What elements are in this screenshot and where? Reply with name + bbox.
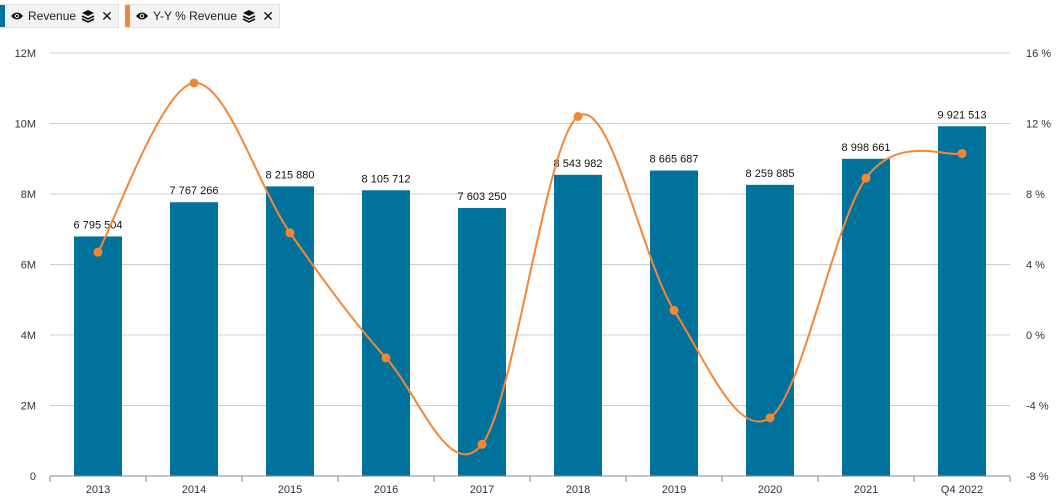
y-left-tick-label: 12M bbox=[15, 48, 36, 60]
y-left-tick-label: 4M bbox=[21, 330, 36, 342]
y-right-tick-label: -4 % bbox=[1026, 401, 1049, 413]
bar-value-label: 8 259 885 bbox=[746, 168, 795, 180]
revenue-bar bbox=[554, 174, 602, 476]
bar-value-label: 7 603 250 bbox=[458, 191, 507, 203]
y-left-tick-label: 10M bbox=[15, 119, 36, 131]
close-icon[interactable]: ✕ bbox=[101, 7, 113, 24]
layers-icon[interactable] bbox=[241, 8, 257, 24]
y-left-tick-label: 8M bbox=[21, 189, 36, 201]
yy-revenue-point bbox=[381, 353, 391, 363]
yy-revenue-point bbox=[189, 78, 199, 88]
bar-value-label: 9 921 513 bbox=[938, 109, 987, 121]
revenue-color-swatch bbox=[0, 5, 5, 27]
y-left-tick-label: 6M bbox=[21, 260, 36, 272]
y-right-tick-label: -8 % bbox=[1026, 471, 1049, 483]
revenue-bar bbox=[458, 207, 506, 476]
legend-item-yy-revenue[interactable]: Y-Y % Revenue ✕ bbox=[125, 4, 281, 28]
x-tick-label: 2014 bbox=[182, 484, 206, 496]
revenue-bar bbox=[170, 202, 218, 477]
revenue-bar bbox=[842, 158, 890, 477]
y-left-tick-label: 0 bbox=[30, 471, 36, 483]
y-right-tick-label: 8 % bbox=[1026, 189, 1045, 201]
y-axis-left: 0 2M 4M 6M 8M 10M 12M bbox=[15, 48, 36, 483]
x-tick-label: 2015 bbox=[278, 484, 302, 496]
legend: Revenue ✕ Y-Y % Revenue ✕ bbox=[0, 4, 281, 28]
yy-revenue-point bbox=[669, 305, 679, 315]
yy-revenue-line-path bbox=[97, 81, 963, 456]
x-tick-label: Q4 2022 bbox=[941, 484, 983, 496]
bar-value-label: 8 665 687 bbox=[650, 154, 699, 166]
revenue-bar bbox=[74, 236, 122, 476]
revenue-bar bbox=[362, 190, 410, 476]
x-tick-label: 2017 bbox=[470, 484, 494, 496]
eye-icon[interactable] bbox=[134, 8, 150, 24]
legend-item-revenue[interactable]: Revenue ✕ bbox=[0, 4, 120, 28]
y-axis-right: -8 % -4 % 0 % 4 % 8 % 12 % 16 % bbox=[1026, 48, 1051, 483]
x-tick-label: 2016 bbox=[374, 484, 398, 496]
legend-label-revenue: Revenue bbox=[28, 9, 77, 23]
y-right-tick-label: 12 % bbox=[1026, 119, 1051, 131]
bar-value-label: 8 215 880 bbox=[266, 169, 315, 181]
x-tick-label: 2013 bbox=[86, 484, 110, 496]
bar-value-label: 8 543 982 bbox=[554, 158, 603, 170]
yy-revenue-point bbox=[93, 247, 103, 257]
x-axis: 2013 2014 2015 2016 2017 2018 2019 2020 2021 Q4 2… bbox=[49, 475, 1011, 496]
yy-revenue-line bbox=[93, 78, 967, 456]
y-left-tick-label: 2M bbox=[21, 401, 36, 413]
bar-value-labels: 6 795 504 7 767 266 8 215 880 8 105 712 7 60… bbox=[74, 109, 987, 231]
revenue-bar bbox=[650, 170, 698, 476]
y-right-tick-label: 0 % bbox=[1026, 330, 1045, 342]
x-tick-label: 2021 bbox=[854, 484, 878, 496]
yy-revenue-point bbox=[285, 228, 295, 238]
close-icon[interactable]: ✕ bbox=[262, 7, 274, 24]
yy-revenue-point bbox=[573, 111, 583, 121]
revenue-bar bbox=[746, 184, 794, 476]
legend-label-yy-revenue: Y-Y % Revenue bbox=[153, 9, 238, 23]
x-tick-label: 2019 bbox=[662, 484, 686, 496]
x-tick-label: 2020 bbox=[758, 484, 782, 496]
eye-icon[interactable] bbox=[9, 8, 25, 24]
layers-icon[interactable] bbox=[80, 8, 96, 24]
yy-revenue-point bbox=[957, 148, 967, 158]
yy-revenue-point bbox=[765, 413, 775, 423]
yy-revenue-color-swatch bbox=[125, 5, 131, 27]
yy-revenue-point bbox=[477, 439, 487, 449]
bar-value-label: 8 105 712 bbox=[362, 173, 411, 185]
revenue-bars bbox=[74, 126, 986, 477]
revenue-bar bbox=[938, 126, 986, 477]
yy-revenue-point bbox=[861, 173, 871, 183]
y-right-tick-label: 16 % bbox=[1026, 48, 1051, 60]
bar-value-label: 6 795 504 bbox=[74, 219, 123, 231]
bar-value-label: 7 767 266 bbox=[170, 185, 219, 197]
bar-value-label: 8 998 661 bbox=[842, 142, 891, 154]
y-right-tick-label: 4 % bbox=[1026, 260, 1045, 272]
x-tick-label: 2018 bbox=[566, 484, 590, 496]
